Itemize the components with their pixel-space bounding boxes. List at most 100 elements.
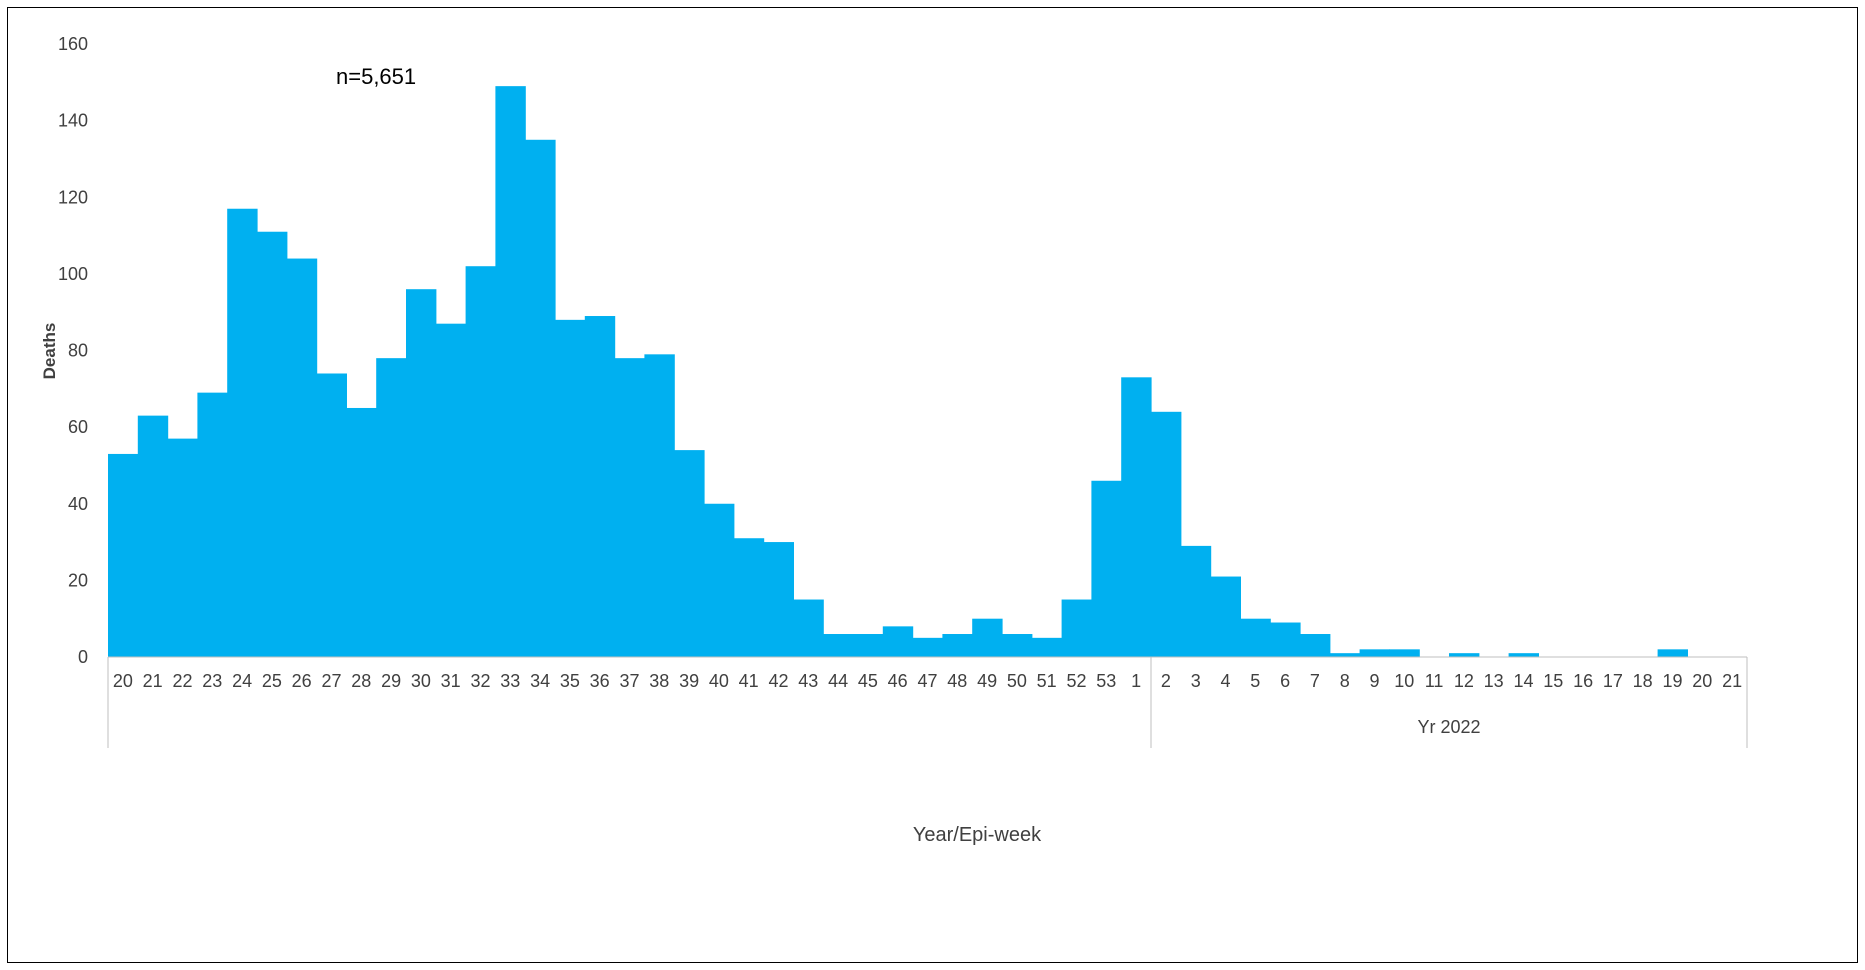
bar-26-week-46 [882,626,914,657]
bar-8-week-28 [346,407,377,657]
bar-32-week-52 [1061,599,1092,657]
x-tick-label-1: 21 [143,671,163,691]
y-tick-label-80: 80 [68,341,88,361]
x-tick-label-45: 12 [1454,671,1474,691]
bar-5-week-25 [257,231,288,658]
x-tick-label-53: 20 [1692,671,1712,691]
bar-4-week-24 [227,208,258,658]
x-axis: 20 21 22 23 24 25 26 27 28 29 30 31 32 33 34 35 36 37 38 39… [107,656,1748,748]
x-tick-label-4: 24 [232,671,252,691]
x-tick-label-14: 34 [530,671,550,691]
y-tick-label-0: 0 [78,647,88,667]
x-tick-label-3: 23 [202,671,222,691]
bar-6-week-26 [286,258,318,657]
x-tick-label-5: 25 [262,671,282,691]
bar-40-week-7 [1300,634,1331,657]
x-tick-label-38: 5 [1250,671,1260,691]
bar-23-week-43 [793,599,824,657]
x-tick-label-34: 1 [1131,671,1141,691]
bar-12-week-32 [465,266,496,657]
bar-52-week-19 [1657,649,1688,657]
x-tick-label-18: 38 [649,671,669,691]
x-tick-label-54: 21 [1722,671,1742,691]
bar-11-week-31 [435,323,467,657]
bar-18-week-38 [644,354,675,657]
y-tick-label-40: 40 [68,494,88,514]
x-tick-label-2: 22 [172,671,192,691]
bar-27-week-47 [912,637,943,657]
bar-22-week-42 [763,542,794,657]
bar-16-week-36 [584,316,616,657]
x-tick-label-50: 17 [1603,671,1623,691]
bar-35-week-2 [1151,411,1182,657]
bar-41-week-8 [1329,653,1361,657]
x-tick-label-43: 10 [1394,671,1414,691]
bars-group [108,86,1688,658]
x-tick-label-32: 52 [1066,671,1086,691]
bar-20-week-40 [704,503,735,657]
x-tick-label-6: 26 [292,671,312,691]
x-tick-label-12: 32 [470,671,490,691]
bar-31-week-51 [1031,637,1063,657]
bar-33-week-53 [1091,480,1122,657]
bar-2-week-22 [167,438,198,657]
x-tick-label-39: 6 [1280,671,1290,691]
bar-45-week-12 [1449,653,1480,657]
x-tick-label-21: 41 [739,671,759,691]
bar-7-week-27 [316,373,347,657]
bar-29-week-49 [972,618,1003,657]
x-tick-label-28: 48 [947,671,967,691]
x-tick-label-19: 39 [679,671,699,691]
x-tick-label-29: 49 [977,671,997,691]
x-tick-label-10: 30 [411,671,431,691]
x-tick-label-0: 20 [113,671,133,691]
x-tick-label-37: 4 [1220,671,1230,691]
x-tick-label-23: 43 [798,671,818,691]
x-tick-label-47: 14 [1513,671,1533,691]
bar-14-week-34 [525,139,556,657]
group-label-1: Yr 2022 [1417,717,1480,737]
bar-34-week-1 [1121,377,1152,657]
y-tick-label-140: 140 [58,111,88,131]
bar-30-week-50 [1002,634,1033,657]
x-tick-label-16: 36 [590,671,610,691]
x-tick-label-15: 35 [560,671,580,691]
bar-36-week-3 [1180,545,1212,657]
x-tick-label-25: 45 [858,671,878,691]
bar-0-week-20 [108,453,139,657]
bar-1-week-21 [137,415,169,657]
x-tick-label-11: 31 [441,671,461,691]
bar-13-week-33 [495,86,526,657]
x-tick-label-20: 40 [709,671,729,691]
x-tick-label-51: 18 [1633,671,1653,691]
y-tick-label-20: 20 [68,570,88,590]
x-tick-label-46: 13 [1484,671,1504,691]
y-tick-label-120: 120 [58,187,88,207]
y-axis-title: Deaths [40,323,59,380]
y-tick-label-160: 160 [58,34,88,54]
x-tick-label-8: 28 [351,671,371,691]
bar-25-week-45 [853,634,884,657]
y-tick-label-60: 60 [68,417,88,437]
x-tick-label-42: 9 [1369,671,1379,691]
x-tick-label-33: 53 [1096,671,1116,691]
x-tick-label-31: 51 [1037,671,1057,691]
x-tick-label-17: 37 [619,671,639,691]
x-tick-label-24: 44 [828,671,848,691]
y-tick-label-100: 100 [58,264,88,284]
x-tick-label-30: 50 [1007,671,1027,691]
x-tick-label-27: 47 [917,671,937,691]
x-tick-label-22: 42 [768,671,788,691]
y-axis: 0 20 40 60 80 100 120 140 160 [58,34,88,667]
bar-10-week-30 [406,289,437,657]
x-tick-label-41: 8 [1340,671,1350,691]
chart-frame: 0 20 40 60 80 100 120 140 160 20 21 22 23 24 25 26 27 28… [7,7,1858,963]
x-tick-label-52: 19 [1662,671,1682,691]
x-tick-label-35: 2 [1161,671,1171,691]
x-tick-label-7: 27 [321,671,341,691]
bar-9-week-29 [376,358,407,657]
bar-42-week-9 [1359,649,1390,657]
x-tick-label-13: 33 [500,671,520,691]
count-annotation: n=5,651 [336,64,416,89]
